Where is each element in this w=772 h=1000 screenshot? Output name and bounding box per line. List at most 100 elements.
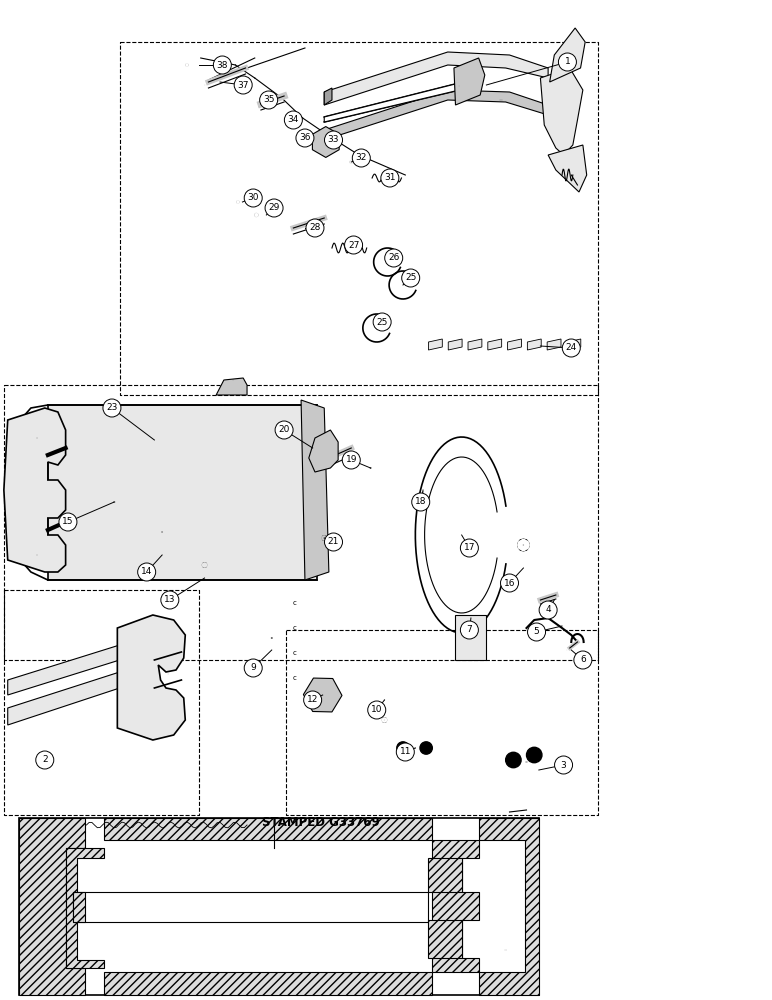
Text: 2: 2 — [42, 756, 48, 764]
Polygon shape — [73, 892, 85, 922]
Text: 18: 18 — [415, 497, 426, 506]
Circle shape — [558, 53, 577, 71]
Circle shape — [259, 91, 278, 109]
Polygon shape — [547, 339, 561, 350]
Circle shape — [303, 691, 322, 709]
Circle shape — [539, 601, 557, 619]
Circle shape — [275, 421, 293, 439]
Bar — [48, 405, 317, 580]
Text: c: c — [293, 650, 297, 656]
Text: 10: 10 — [371, 706, 382, 714]
Circle shape — [324, 533, 343, 551]
Polygon shape — [468, 339, 482, 350]
Text: c: c — [293, 675, 297, 681]
Polygon shape — [4, 408, 66, 572]
Circle shape — [213, 56, 232, 74]
Polygon shape — [428, 920, 462, 958]
Circle shape — [397, 742, 409, 754]
Circle shape — [460, 539, 479, 557]
Text: 7: 7 — [466, 626, 472, 635]
Circle shape — [396, 743, 415, 761]
Text: 11: 11 — [400, 748, 411, 756]
Text: 25: 25 — [377, 318, 388, 327]
Polygon shape — [19, 818, 85, 995]
Text: 38: 38 — [217, 60, 228, 70]
Text: 29: 29 — [269, 204, 279, 213]
Text: 6: 6 — [580, 656, 586, 665]
Text: 9: 9 — [250, 664, 256, 673]
Circle shape — [59, 513, 77, 531]
Text: 4: 4 — [545, 605, 551, 614]
Polygon shape — [324, 88, 332, 105]
Circle shape — [554, 756, 573, 774]
Circle shape — [562, 339, 581, 357]
Polygon shape — [449, 339, 462, 350]
Text: 36: 36 — [300, 133, 310, 142]
Text: 3: 3 — [560, 760, 567, 770]
Circle shape — [324, 131, 343, 149]
Polygon shape — [309, 430, 338, 472]
Polygon shape — [479, 818, 539, 995]
Polygon shape — [66, 848, 104, 968]
Polygon shape — [454, 58, 485, 105]
Text: c: c — [293, 600, 297, 606]
Circle shape — [384, 249, 403, 267]
Circle shape — [306, 219, 324, 237]
Circle shape — [344, 236, 363, 254]
Circle shape — [367, 701, 386, 719]
Circle shape — [103, 399, 121, 417]
Circle shape — [527, 747, 542, 763]
Text: 20: 20 — [279, 425, 290, 434]
Text: 1: 1 — [564, 57, 571, 66]
Text: 27: 27 — [348, 240, 359, 249]
Polygon shape — [527, 339, 541, 350]
Circle shape — [500, 574, 519, 592]
Circle shape — [161, 591, 179, 609]
Text: 17: 17 — [464, 544, 475, 552]
Text: 28: 28 — [310, 224, 320, 232]
Text: 30: 30 — [248, 194, 259, 202]
Text: 19: 19 — [346, 456, 357, 464]
Circle shape — [574, 651, 592, 669]
Circle shape — [381, 169, 399, 187]
Polygon shape — [104, 972, 432, 995]
Polygon shape — [428, 339, 442, 350]
Polygon shape — [216, 378, 247, 395]
Circle shape — [296, 129, 314, 147]
Circle shape — [244, 659, 262, 677]
Polygon shape — [104, 818, 432, 840]
Circle shape — [527, 623, 546, 641]
Polygon shape — [324, 83, 459, 122]
Text: 24: 24 — [566, 344, 577, 353]
Circle shape — [284, 111, 303, 129]
Circle shape — [506, 752, 521, 768]
Circle shape — [420, 742, 432, 754]
Text: 16: 16 — [504, 578, 515, 587]
Text: 12: 12 — [307, 696, 318, 704]
Polygon shape — [508, 339, 521, 350]
Circle shape — [244, 189, 262, 207]
Text: 25: 25 — [405, 273, 416, 282]
Bar — [19, 818, 539, 995]
Text: 13: 13 — [164, 595, 175, 604]
Circle shape — [401, 269, 420, 287]
Text: 26: 26 — [388, 253, 399, 262]
Polygon shape — [8, 640, 124, 695]
Circle shape — [460, 621, 479, 639]
Polygon shape — [301, 400, 329, 580]
Polygon shape — [540, 68, 583, 155]
Polygon shape — [8, 672, 124, 725]
Circle shape — [373, 313, 391, 331]
Circle shape — [137, 563, 156, 581]
Text: 23: 23 — [107, 403, 117, 412]
Text: 5: 5 — [533, 628, 540, 637]
Polygon shape — [324, 90, 548, 140]
Polygon shape — [548, 145, 587, 192]
Circle shape — [234, 76, 252, 94]
Polygon shape — [567, 339, 581, 350]
Text: 31: 31 — [384, 173, 395, 182]
Circle shape — [411, 493, 430, 511]
Polygon shape — [432, 840, 479, 972]
Text: 37: 37 — [238, 81, 249, 90]
Circle shape — [342, 451, 361, 469]
